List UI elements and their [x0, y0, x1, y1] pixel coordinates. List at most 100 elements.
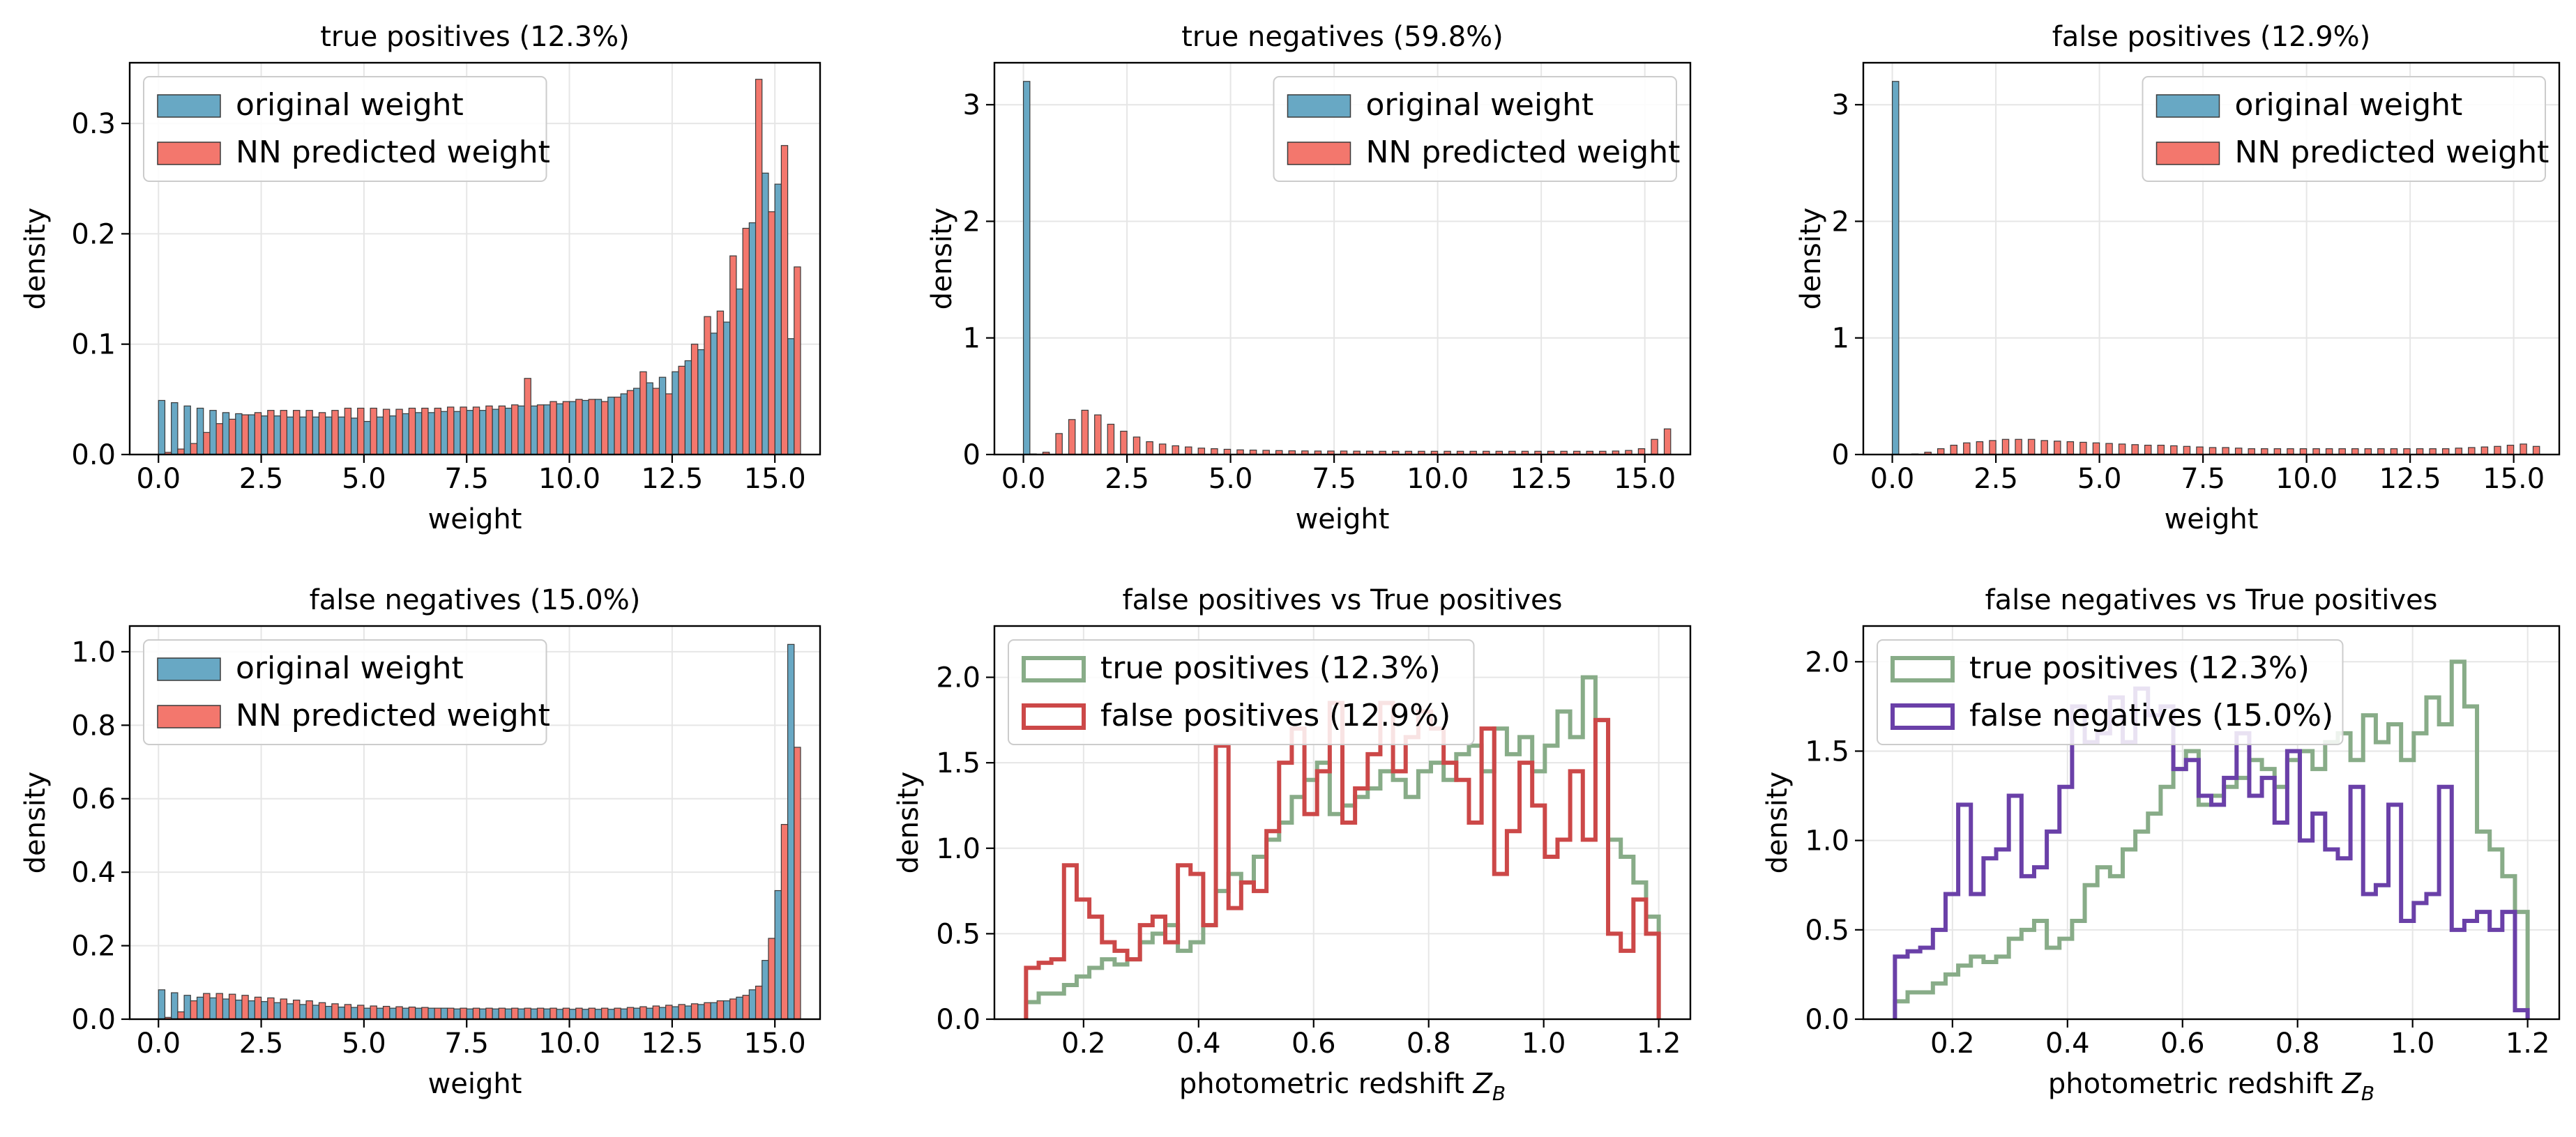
bar: [652, 388, 660, 455]
chart-title: false positives (12.9%): [2052, 21, 2371, 53]
bar: [196, 996, 204, 1020]
bar: [158, 989, 166, 1020]
bar: [716, 310, 725, 455]
x-tick-label: 2.5: [1105, 463, 1149, 495]
y-tick-label: 0.5: [936, 918, 980, 950]
bar: [575, 1007, 583, 1020]
bar: [344, 407, 352, 455]
bar: [2480, 446, 2489, 455]
bar: [2261, 448, 2268, 455]
bar: [190, 443, 198, 455]
x-tick-label: 0.0: [1001, 463, 1046, 495]
bar: [350, 1007, 358, 1020]
bar: [2170, 445, 2178, 455]
bar: [530, 405, 538, 455]
bar: [389, 415, 397, 455]
bar: [260, 415, 268, 455]
chart-tp: 0.0 2.5 5.0 7.5 10.0 12.5 15.0 0.0 0.1 0.2 0.3 true…: [20, 21, 821, 535]
bar: [318, 412, 326, 455]
bar: [716, 1000, 725, 1020]
series-original-weight: [1891, 81, 1900, 455]
x-axis-label: weight: [1296, 503, 1390, 535]
bar: [658, 1007, 667, 1020]
legend-swatch: [157, 142, 221, 165]
bar: [1022, 81, 1031, 455]
bar: [183, 405, 191, 455]
x-tick-label: 12.5: [641, 463, 703, 495]
bar: [2416, 448, 2424, 455]
bar: [427, 1007, 435, 1020]
bar: [736, 996, 743, 1020]
bar: [338, 1007, 345, 1020]
bar: [620, 393, 628, 455]
bar: [273, 1002, 281, 1020]
bar: [2157, 445, 2165, 455]
bar: [203, 432, 211, 455]
series-original-weight: [1022, 81, 1031, 455]
bar: [2248, 448, 2255, 455]
y-tick-label: 2.0: [1805, 646, 1849, 678]
bar: [466, 410, 474, 455]
x-axis-label: weight: [428, 503, 522, 535]
bar: [171, 402, 179, 455]
bar: [2468, 447, 2476, 455]
bar: [2015, 438, 2022, 455]
bar: [408, 1007, 416, 1020]
bar: [697, 1004, 705, 1020]
bar: [1081, 409, 1089, 455]
bar: [363, 420, 371, 455]
bar: [1055, 433, 1063, 455]
bar: [2441, 448, 2450, 455]
bar: [460, 406, 467, 455]
bar: [344, 1004, 352, 1020]
bar: [2455, 448, 2462, 455]
bar: [575, 399, 583, 455]
bar: [318, 1002, 326, 1020]
x-tick-label: 0.0: [1870, 463, 1915, 495]
bar: [2222, 447, 2229, 455]
x-tick-label: 10.0: [1407, 463, 1469, 495]
bar: [2105, 443, 2113, 455]
chart-fn_vs_tp: 0.2 0.4 0.6 0.8 1.0 1.2 0.0 0.5 1.0 1.5 2.0 false n…: [1761, 584, 2561, 1105]
x-axis-label-symbol: Z: [1472, 1068, 1493, 1100]
chart-fn: 0.0 2.5 5.0 7.5 10.0 12.5 15.0 0.0 0.2 0.4 0.6 0.8 1…: [20, 584, 821, 1100]
bar: [1158, 443, 1167, 455]
bar: [325, 416, 333, 455]
bar: [594, 399, 603, 455]
y-tick-label: 0.4: [71, 857, 116, 889]
bar: [710, 333, 718, 455]
bar: [1107, 423, 1115, 455]
bar: [614, 397, 621, 455]
bar: [704, 316, 711, 455]
bar: [568, 1009, 577, 1020]
bar: [440, 411, 448, 455]
bar: [684, 1005, 692, 1020]
bar: [293, 410, 301, 455]
bar: [762, 172, 769, 455]
x-tick-label: 1.0: [1522, 1028, 1566, 1060]
bar: [434, 1007, 441, 1020]
bar: [742, 227, 750, 455]
bar: [2287, 448, 2294, 455]
legend: true positives (12.3%) false positives (1…: [1008, 639, 1475, 745]
bar: [794, 266, 801, 455]
bar: [646, 1007, 653, 1020]
legend-frame: [1008, 639, 1475, 745]
x-tick-label: 2.5: [1973, 463, 2018, 495]
x-axis-label: photometric redshift ZB: [1179, 1068, 1506, 1105]
bar: [697, 349, 705, 455]
bar: [588, 1007, 596, 1020]
bar: [158, 399, 166, 455]
legend: original weight NN predicted weight: [143, 639, 550, 745]
bar: [524, 1007, 531, 1020]
x-tick-label: 0.4: [2045, 1028, 2090, 1060]
bar: [2079, 441, 2087, 455]
bar: [2040, 440, 2048, 455]
bar: [639, 1006, 647, 1020]
bar: [774, 890, 782, 1020]
axes-frame: [993, 625, 1692, 1021]
y-axis-label: density: [1761, 772, 1794, 874]
bar: [2001, 438, 2010, 455]
bar: [568, 401, 577, 455]
